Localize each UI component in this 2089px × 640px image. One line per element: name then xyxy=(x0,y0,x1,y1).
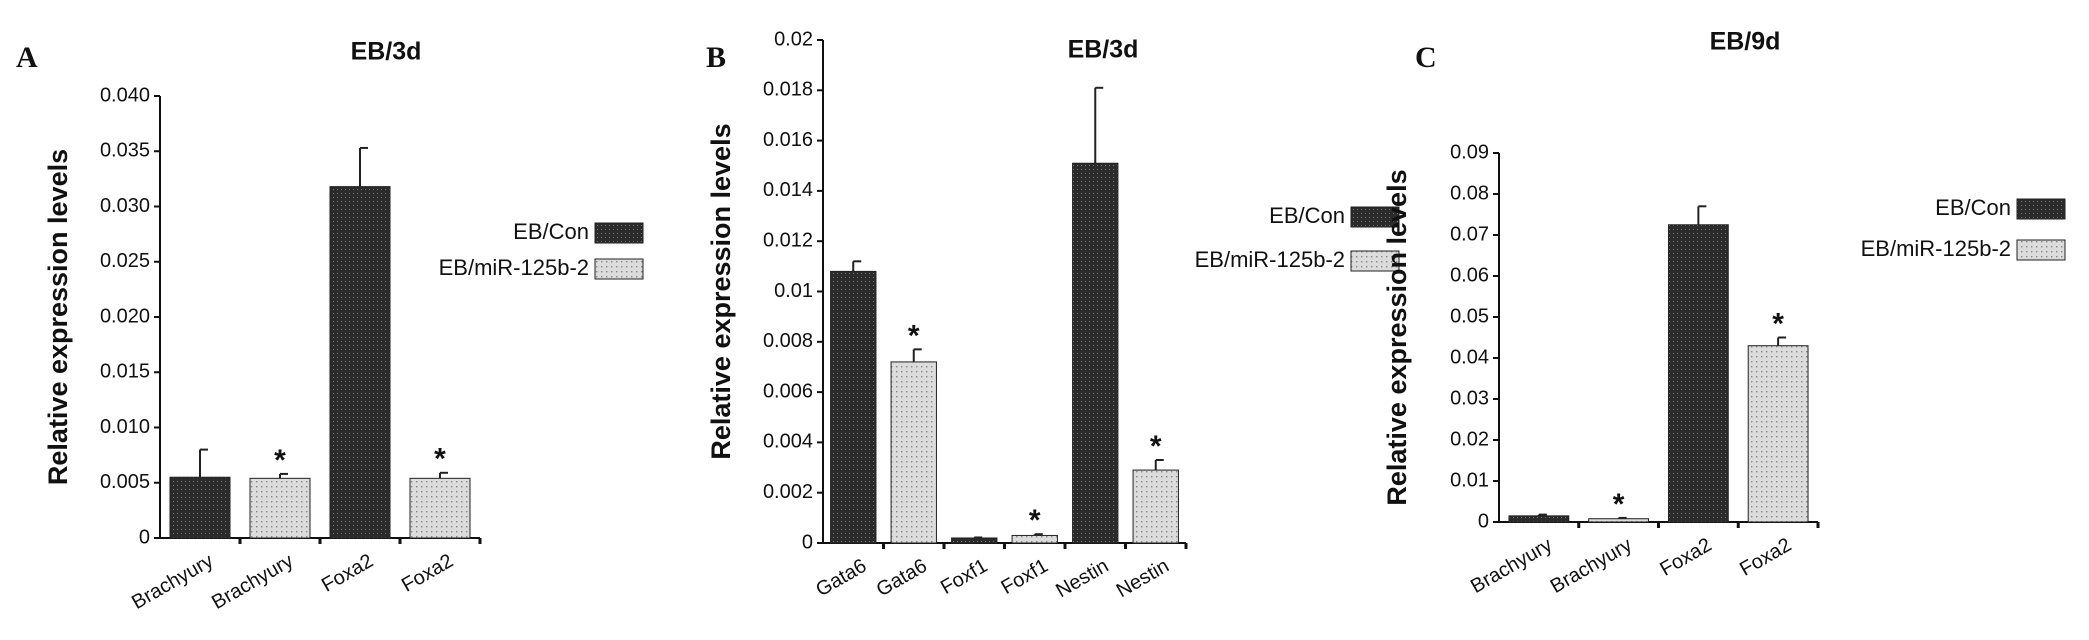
significance-marker: * xyxy=(1772,307,1784,340)
significance-marker: * xyxy=(434,443,446,476)
y-tick-label: 0.09 xyxy=(1450,141,1489,163)
x-tick-label: Foxa2 xyxy=(1736,534,1795,581)
x-tick-label: Foxf1 xyxy=(937,555,991,599)
y-axis-label: Relative expression levels xyxy=(43,149,73,485)
y-tick-label: 0 xyxy=(139,526,150,548)
bar xyxy=(951,537,998,544)
y-tick-label: 0.02 xyxy=(1450,428,1489,450)
panel-label: B xyxy=(706,41,726,74)
y-axis-label: Relative expression levels xyxy=(706,123,736,459)
y-tick-label: 0.07 xyxy=(1450,223,1489,245)
y-tick-label: 0.016 xyxy=(763,129,813,151)
y-tick-label: 0.006 xyxy=(763,380,813,402)
bar xyxy=(890,361,937,544)
y-axis-label: Relative expression levels xyxy=(1382,169,1412,505)
y-tick-label: 0.04 xyxy=(1450,346,1489,368)
bar xyxy=(1747,345,1809,523)
y-tick-label: 0.014 xyxy=(763,179,813,201)
bar xyxy=(409,477,471,539)
x-tick-label: Nestin xyxy=(1052,555,1112,602)
significance-marker: * xyxy=(1029,504,1041,537)
y-tick-label: 0.010 xyxy=(100,416,150,438)
legend-swatch xyxy=(1350,206,1400,228)
legend-label: EB/miR-125b-2 xyxy=(439,255,589,280)
significance-marker: * xyxy=(1150,430,1162,463)
y-tick-label: 0.01 xyxy=(774,280,813,302)
legend-swatch xyxy=(1350,250,1400,272)
y-tick-label: 0.03 xyxy=(1450,387,1489,409)
y-tick-label: 0.08 xyxy=(1450,182,1489,204)
y-tick-label: 0.025 xyxy=(100,250,150,272)
x-tick-label: Gata6 xyxy=(812,555,870,601)
y-tick-label: 0.030 xyxy=(100,195,150,217)
bar xyxy=(830,270,877,544)
legend-swatch xyxy=(2016,198,2066,220)
legend-swatch xyxy=(594,258,644,280)
y-tick-label: 0 xyxy=(802,531,813,553)
significance-marker: * xyxy=(908,319,920,352)
bar xyxy=(1132,469,1179,544)
bar xyxy=(249,477,311,539)
legend-label: EB/Con xyxy=(1269,203,1345,228)
x-tick-label: Foxa2 xyxy=(318,550,377,597)
legend-swatch xyxy=(2016,239,2066,261)
x-tick-label: Foxf1 xyxy=(998,555,1052,599)
y-tick-label: 0.06 xyxy=(1450,264,1489,286)
x-tick-label: Brachyury xyxy=(1467,534,1556,598)
y-tick-label: 0.01 xyxy=(1450,469,1489,491)
x-tick-label: Brachyury xyxy=(1547,534,1636,598)
significance-marker: * xyxy=(274,444,286,477)
bar xyxy=(1072,162,1119,544)
x-tick-label: Brachyury xyxy=(128,550,217,614)
legend-label: EB/Con xyxy=(513,219,589,244)
y-tick-label: 0.005 xyxy=(100,471,150,493)
significance-marker: * xyxy=(1613,488,1625,521)
x-tick-label: Foxa2 xyxy=(398,550,457,597)
x-tick-label: Brachyury xyxy=(208,550,297,614)
y-tick-label: 0 xyxy=(1478,510,1489,532)
y-tick-label: 0.015 xyxy=(100,361,150,383)
bar xyxy=(1508,515,1570,523)
y-tick-label: 0.040 xyxy=(100,84,150,106)
y-tick-label: 0.02 xyxy=(774,28,813,50)
y-tick-label: 0.012 xyxy=(763,229,813,251)
y-tick-label: 0.035 xyxy=(100,140,150,162)
legend-label: EB/miR-125b-2 xyxy=(1195,247,1345,272)
panel-label: A xyxy=(16,41,38,74)
x-tick-label: Foxa2 xyxy=(1656,534,1715,581)
chart-title: EB/3d xyxy=(351,38,422,66)
bar xyxy=(329,186,391,539)
y-tick-label: 0.004 xyxy=(763,431,813,453)
x-tick-label: Gata6 xyxy=(873,555,931,601)
bar xyxy=(1667,224,1729,523)
y-tick-label: 0.018 xyxy=(763,79,813,101)
y-tick-label: 0.008 xyxy=(763,330,813,352)
chart-title: EB/9d xyxy=(1710,28,1781,56)
legend-label: EB/Con xyxy=(1935,195,2011,220)
legend-swatch xyxy=(594,222,644,244)
legend-label: EB/miR-125b-2 xyxy=(1861,236,2011,261)
y-tick-label: 0.05 xyxy=(1450,305,1489,327)
bar xyxy=(169,476,231,539)
x-tick-label: Nestin xyxy=(1113,555,1173,602)
y-tick-label: 0.020 xyxy=(100,305,150,327)
chart-title: EB/3d xyxy=(1068,36,1139,64)
panel-label: C xyxy=(1415,41,1437,74)
y-tick-label: 0.002 xyxy=(763,481,813,503)
